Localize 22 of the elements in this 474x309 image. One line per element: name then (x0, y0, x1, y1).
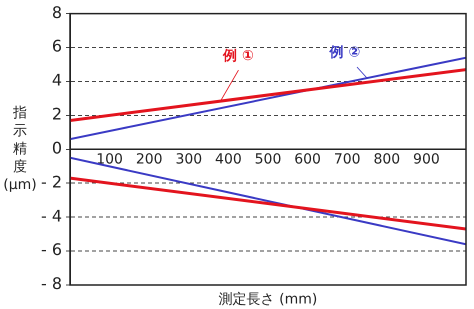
y-tick-label: 0 (52, 138, 62, 158)
x-tick-label: 300 (175, 151, 202, 168)
y-tick-label: 8 (52, 2, 62, 22)
x-tick-label: 500 (254, 151, 282, 168)
y-tick-label: - 4 (40, 206, 62, 226)
x-tick-label: 800 (373, 151, 400, 168)
x-tick-label: 200 (136, 151, 163, 168)
y-axis-title: 指示精度 (μm) (3, 104, 37, 193)
x-tick-label: 600 (294, 151, 321, 168)
text: 例 ① (222, 48, 254, 64)
x-tick-label: 700 (334, 151, 361, 168)
y-tick-label: - 8 (40, 274, 62, 294)
y-tick-label: - 2 (40, 172, 62, 192)
x-axis-title: 測定長さ (mm) (218, 292, 318, 308)
y-tick-label: 2 (52, 104, 62, 124)
y-tick-label: 6 (52, 36, 62, 56)
x-tick-label: 900 (413, 151, 440, 168)
x-tick-label: 400 (215, 151, 242, 168)
y-tick-label: 4 (52, 70, 62, 90)
y-tick-label: - 6 (40, 240, 62, 260)
x-tick-label: 100 (96, 151, 123, 168)
series-label: 例 ② (328, 44, 361, 61)
